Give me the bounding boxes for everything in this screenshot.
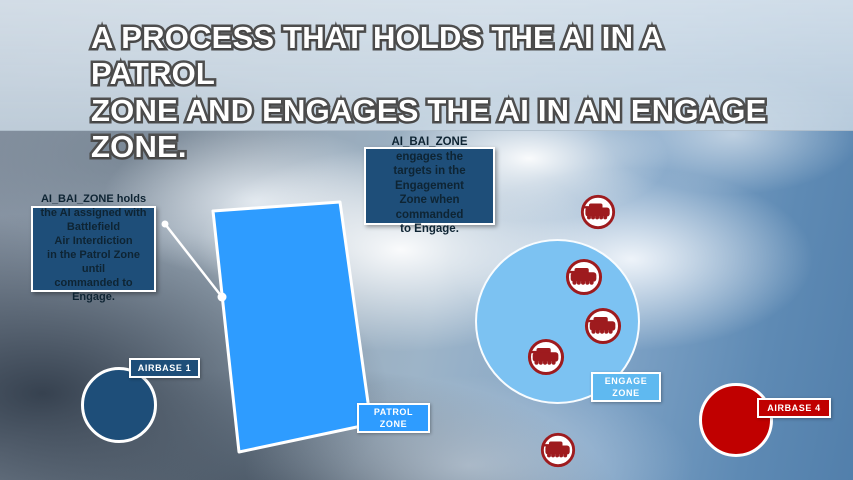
- tank-target-icon: [584, 307, 622, 345]
- callout-engage: AI_BAI_ZONE engages the targets in the E…: [364, 136, 495, 235]
- title-band: [0, 0, 853, 131]
- slide-title: A PROCESS THAT HOLDS THE AI IN A PATROL …: [89, 17, 769, 166]
- tank-target-icon: [540, 432, 576, 468]
- tank-target-icon: [527, 338, 565, 376]
- connector-line: [161, 220, 227, 302]
- airbase4-circle: [699, 383, 773, 457]
- tank-target-icon: [580, 194, 616, 230]
- airbase4-label: AIRBASE 4: [757, 398, 831, 418]
- airbase1-circle: [81, 367, 157, 443]
- engage-zone-label: ENGAGE ZONE: [591, 372, 661, 402]
- tank-target-icon: [565, 258, 603, 296]
- patrol-zone-shape: [211, 200, 373, 454]
- callout-patrol-hold: AI_BAI_ZONE holds the AI assigned with B…: [31, 193, 156, 303]
- airbase1-label: AIRBASE 1: [129, 358, 200, 378]
- patrol-zone-label: PATROL ZONE: [357, 403, 430, 433]
